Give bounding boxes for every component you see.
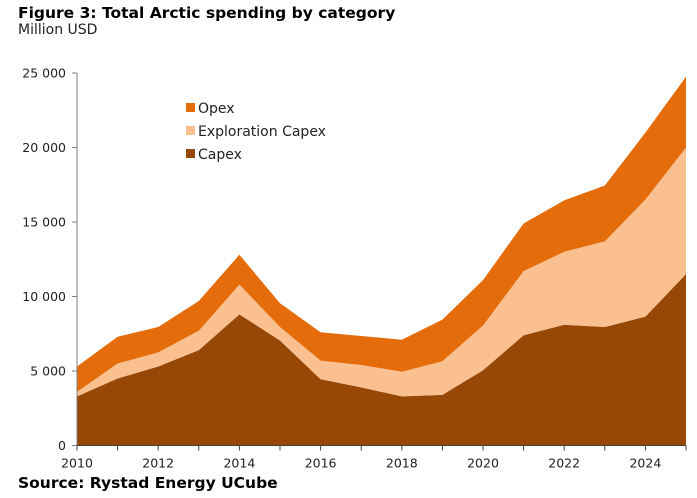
legend-item-capex: Capex (186, 147, 242, 163)
y-tick-label: 15 000 (22, 215, 66, 230)
y-tick-label: 25 000 (22, 66, 66, 81)
y-tick-label: 10 000 (22, 289, 66, 304)
x-tick-label: 2014 (223, 456, 255, 471)
x-tick-label: 2012 (142, 456, 174, 471)
legend-item-opex: Opex (186, 101, 235, 117)
legend-swatch (186, 149, 195, 158)
legend: Opex Exploration Capex Capex (186, 101, 326, 163)
x-tick-label: 2022 (548, 456, 580, 471)
legend-label: Opex (198, 101, 235, 117)
y-tick-label: 5 000 (30, 364, 66, 379)
source-note: Source: Rystad Energy UCube (18, 474, 278, 492)
area-exploration-capex (77, 147, 686, 397)
y-tick-label: 0 (58, 438, 66, 453)
y-tick-label: 20 000 (22, 140, 66, 155)
legend-label: Capex (198, 147, 242, 163)
axes: 0 5 000 10 000 15 000 20 000 25 000 2010 2012 20… (22, 66, 687, 471)
legend-swatch (186, 126, 195, 135)
x-tick-label: 2010 (61, 456, 93, 471)
legend-item-exploration-capex: Exploration Capex (186, 124, 326, 140)
legend-swatch (186, 103, 195, 112)
x-tick-label: 2016 (305, 456, 337, 471)
chart-title: Figure 3: Total Arctic spending by categ… (18, 4, 396, 22)
area-capex (77, 274, 686, 446)
x-tick-label: 2020 (467, 456, 499, 471)
area-layers (77, 76, 686, 446)
chart-subtitle: Million USD (18, 22, 98, 38)
legend-label: Exploration Capex (198, 124, 326, 140)
x-tick-label: 2018 (386, 456, 418, 471)
area-opex (77, 76, 686, 392)
x-tick-label: 2024 (629, 456, 661, 471)
